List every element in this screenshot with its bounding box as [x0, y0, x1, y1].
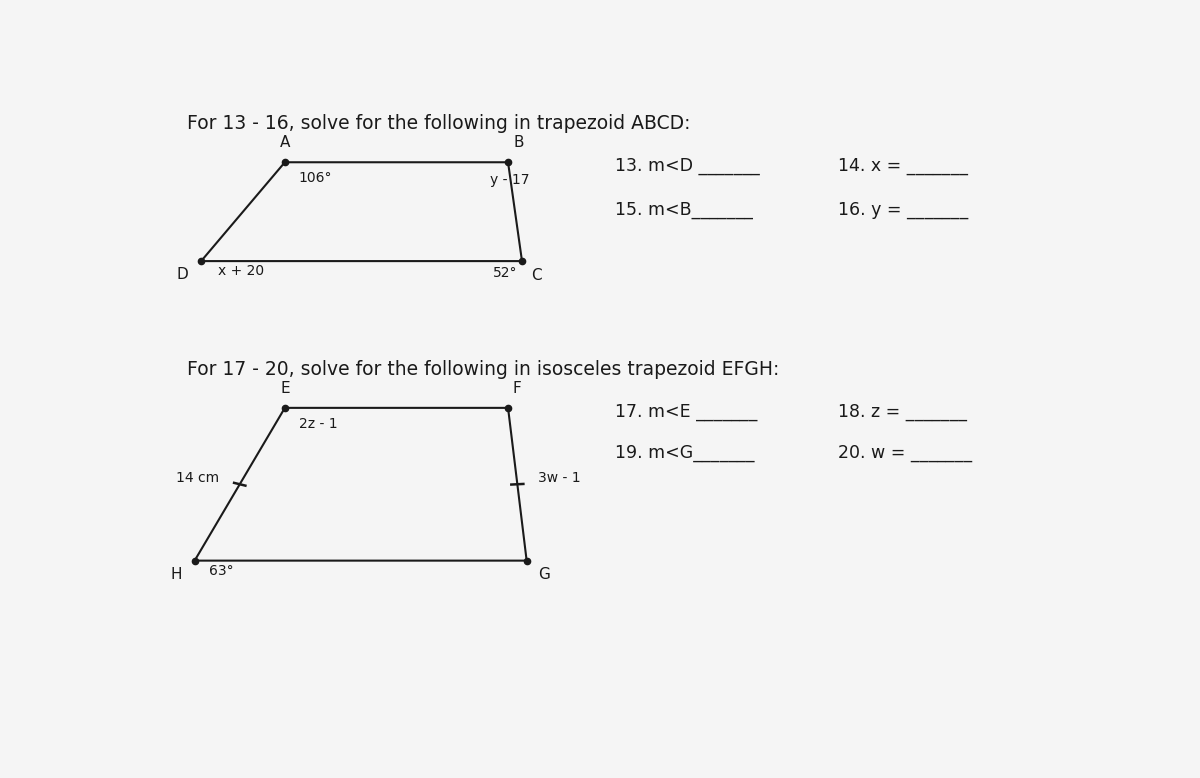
- Text: 14 cm: 14 cm: [176, 471, 220, 485]
- Text: H: H: [170, 566, 181, 582]
- Text: 106°: 106°: [299, 171, 332, 185]
- Text: For 17 - 20, solve for the following in isosceles trapezoid EFGH:: For 17 - 20, solve for the following in …: [187, 360, 780, 379]
- Text: E: E: [280, 381, 289, 396]
- Text: 17. m<E _______: 17. m<E _______: [616, 403, 757, 421]
- Text: x + 20: x + 20: [218, 264, 264, 278]
- Text: 52°: 52°: [493, 266, 517, 280]
- Text: 20. w = _______: 20. w = _______: [839, 443, 972, 462]
- Text: 3w - 1: 3w - 1: [538, 471, 581, 485]
- Text: 63°: 63°: [209, 563, 233, 577]
- Text: 18. z = _______: 18. z = _______: [839, 403, 967, 421]
- Text: 15. m<B_______: 15. m<B_______: [616, 202, 752, 219]
- Text: 13. m<D _______: 13. m<D _______: [616, 157, 760, 176]
- Text: 19. m<G_______: 19. m<G_______: [616, 443, 755, 462]
- Text: B: B: [514, 135, 524, 150]
- Text: D: D: [176, 267, 188, 282]
- Text: 2z - 1: 2z - 1: [299, 417, 337, 431]
- Text: F: F: [512, 381, 522, 396]
- Text: For 13 - 16, solve for the following in trapezoid ABCD:: For 13 - 16, solve for the following in …: [187, 114, 691, 133]
- Text: A: A: [280, 135, 290, 150]
- Text: 14. x = _______: 14. x = _______: [839, 157, 968, 176]
- Text: y - 17: y - 17: [490, 173, 529, 187]
- Text: G: G: [538, 566, 550, 582]
- Text: C: C: [532, 268, 542, 283]
- Text: 16. y = _______: 16. y = _______: [839, 202, 968, 219]
